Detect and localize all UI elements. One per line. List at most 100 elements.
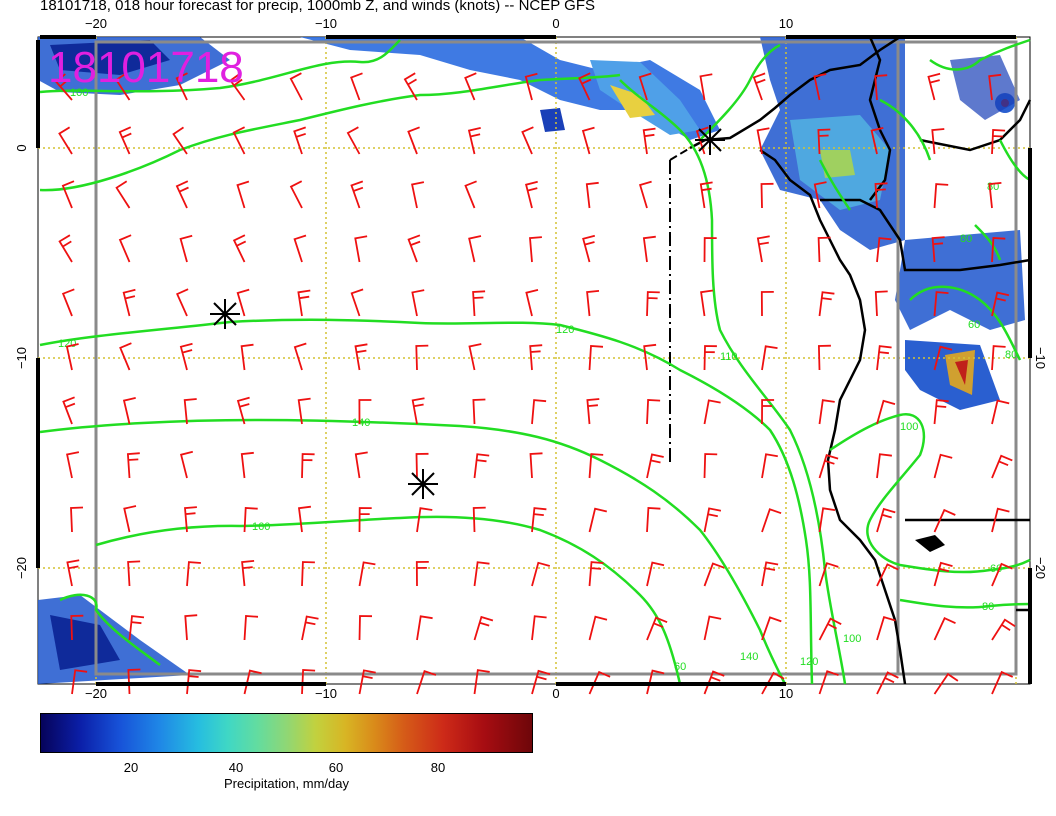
- wind-barb: [933, 508, 956, 533]
- wind-barb: [172, 126, 188, 155]
- wind-barb: [531, 507, 547, 533]
- wind-barb: [184, 506, 197, 533]
- wind-barb: [933, 453, 953, 479]
- wind-barb: [122, 288, 136, 317]
- contour-label: 80: [960, 233, 972, 245]
- asterisk-marker: [210, 299, 240, 329]
- contour-label: 120: [556, 324, 574, 336]
- wind-barb: [813, 181, 827, 209]
- wind-barb: [991, 454, 1013, 479]
- wind-barb: [933, 617, 956, 641]
- wind-barb: [115, 180, 131, 209]
- colorbar-tick: 40: [228, 760, 244, 775]
- wind-barb: [991, 562, 1013, 587]
- contour-label: 60: [990, 563, 1002, 575]
- contour-label: 120: [800, 656, 818, 668]
- wind-barb: [354, 235, 368, 263]
- wind-barb: [416, 507, 433, 533]
- wind-barb: [525, 289, 539, 317]
- wind-barb: [240, 451, 254, 479]
- wind-barb: [473, 669, 490, 695]
- wind-barb: [581, 126, 595, 155]
- wind-barb: [229, 72, 246, 101]
- wind-barb: [354, 451, 368, 479]
- wind-barb: [243, 615, 259, 641]
- contour-label: 60: [968, 319, 980, 331]
- wind-barb: [186, 669, 202, 695]
- lon-tick-bottom: −10: [315, 686, 337, 700]
- height-contours: [39, 38, 1031, 685]
- wind-barb: [988, 73, 1002, 101]
- wind-barb: [531, 615, 547, 641]
- wind-barb: [524, 72, 538, 101]
- wind-barb: [236, 180, 250, 209]
- wind-barb: [468, 343, 482, 371]
- lon-tick-top: 10: [779, 16, 793, 31]
- asterisk-marker: [408, 469, 438, 499]
- wind-barb: [232, 126, 246, 155]
- wind-barb: [184, 614, 198, 641]
- wind-barb: [876, 615, 896, 641]
- contour-label: 120: [58, 338, 76, 350]
- wind-barb: [643, 343, 657, 371]
- colorbar: 20 40 60 80 Precipitation, mm/day: [40, 713, 533, 791]
- wind-barb: [818, 399, 835, 425]
- wind-barb: [293, 126, 306, 155]
- wind-barb: [531, 399, 547, 425]
- wind-barb: [415, 344, 429, 371]
- wind-barb: [411, 397, 425, 425]
- wind-barb: [876, 507, 896, 533]
- wind-barb: [588, 615, 608, 641]
- wind-barb: [128, 615, 145, 641]
- wind-barb: [817, 128, 831, 155]
- wind-barb: [703, 615, 722, 641]
- wind-barb: [874, 182, 888, 209]
- wind-barb: [297, 289, 311, 317]
- wind-barb: [289, 72, 303, 101]
- wind-barb: [933, 183, 949, 209]
- colorbar-label: Precipitation, mm/day: [224, 776, 349, 791]
- wind-barb: [468, 235, 482, 263]
- wind-barb: [642, 235, 656, 263]
- wind-barb: [931, 128, 945, 155]
- wind-barb: [301, 561, 315, 587]
- contour-label: 100: [70, 87, 88, 99]
- colorbar-gradient: [40, 713, 533, 753]
- wind-barb: [473, 561, 490, 587]
- wind-barb: [703, 562, 725, 587]
- wind-barb: [521, 126, 534, 155]
- wind-barb: [350, 288, 364, 317]
- wind-barb: [472, 290, 486, 317]
- wind-barb: [991, 129, 1006, 155]
- wind-barb: [126, 452, 140, 479]
- dashed-boundary-segment: [669, 147, 691, 161]
- wind-barb: [991, 507, 1010, 533]
- wind-barb: [240, 343, 254, 371]
- wind-barb: [467, 127, 481, 155]
- wind-barb: [529, 452, 543, 479]
- wind-barb: [183, 398, 197, 425]
- wind-barb: [297, 505, 312, 533]
- wind-barb: [473, 453, 490, 479]
- wind-barb: [118, 126, 132, 155]
- wind-barb: [931, 236, 945, 263]
- wind-barb: [817, 344, 831, 371]
- contour-label: 160: [252, 521, 270, 533]
- wind-barb: [818, 453, 839, 479]
- wind-barb: [756, 127, 770, 155]
- wind-barb: [301, 615, 319, 641]
- wind-barb: [991, 399, 1010, 425]
- wind-barb: [646, 291, 660, 317]
- lat-tick-right: −20: [1033, 557, 1048, 579]
- wind-barb: [236, 288, 250, 317]
- wind-barb: [761, 671, 785, 695]
- coastline: [689, 35, 1032, 685]
- graticule: [38, 37, 1030, 684]
- wind-barb: [70, 614, 84, 641]
- wind-barb: [354, 343, 368, 371]
- wind-barb: [642, 127, 656, 155]
- wind-barb: [646, 669, 665, 695]
- wind-barbs: [55, 72, 1016, 695]
- wind-barb: [346, 126, 361, 155]
- wind-barb: [416, 615, 433, 641]
